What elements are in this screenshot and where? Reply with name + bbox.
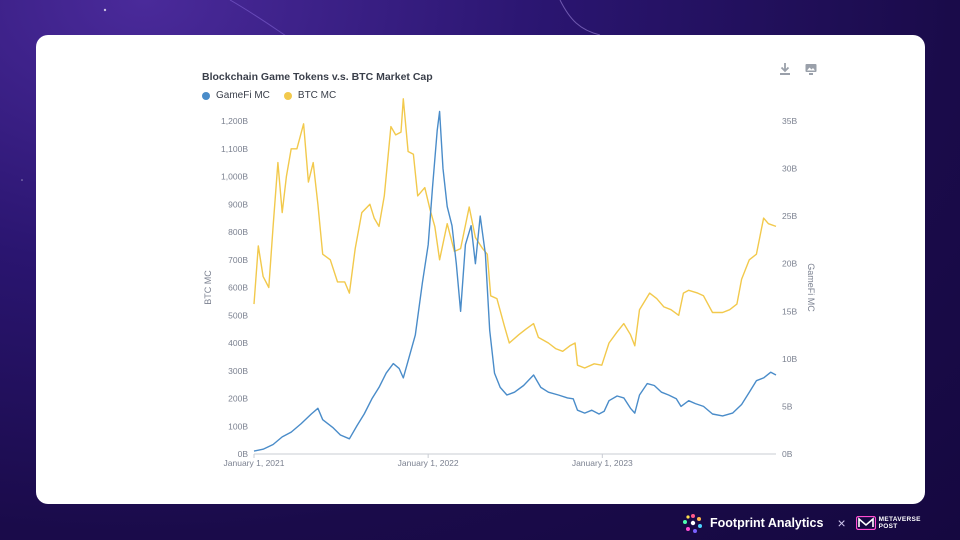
separator-times: × <box>837 515 846 531</box>
metaverse-post-logo: METAVERSE POST <box>855 516 921 530</box>
y-right-tick-label: 15B <box>782 306 797 316</box>
y-right-tick-label: 35B <box>782 116 797 126</box>
y-left-tick-label: 600B <box>228 283 248 293</box>
y-left-tick-label: 0B <box>238 449 249 459</box>
image-icon[interactable] <box>804 62 818 76</box>
legend-item-btc[interactable]: BTC MC <box>283 90 337 101</box>
y-right-tick-label: 25B <box>782 211 797 221</box>
series-line-gamefi-mc <box>253 110 777 452</box>
legend-dot-gamefi <box>202 91 210 100</box>
y-right-tick-label: 10B <box>782 354 797 364</box>
x-tick-label: January 1, 2023 <box>572 458 633 468</box>
metaverse-post-line1: METAVERSE <box>878 516 921 523</box>
y-right-tick-label: 30B <box>782 164 797 174</box>
y-left-tick-label: 700B <box>228 255 248 265</box>
y-left-tick-label: 300B <box>228 366 248 376</box>
x-tick-label: January 1, 2022 <box>398 458 459 468</box>
x-tick-label: January 1, 2021 <box>224 458 285 468</box>
legend-dot-btc <box>283 91 292 100</box>
metaverse-post-line2: POST <box>878 523 898 530</box>
y-right-tick-label: 20B <box>782 259 797 269</box>
metaverse-post-icon <box>855 516 876 530</box>
y-left-tick-label: 1,200B <box>221 116 248 126</box>
y-right-tick-label: 5B <box>782 401 793 411</box>
legend-label-btc: BTC MC <box>297 90 337 101</box>
y-left-tick-label: 800B <box>228 227 248 237</box>
footer-brands: Footprint Analytics × METAVERSE POST <box>680 512 921 534</box>
y-left-tick-label: 1,100B <box>221 144 248 154</box>
footprint-logo-icon <box>683 514 702 533</box>
y-left-tick-label: 1,000B <box>221 172 248 182</box>
y-left-tick-label: 500B <box>228 310 248 320</box>
y-left-axis-title: BTC MC <box>203 270 213 305</box>
series-line-btc-mc <box>253 98 777 369</box>
chart-card: Blockchain Game Tokens v.s. BTC Market C… <box>36 35 925 504</box>
chart-title: Blockchain Game Tokens v.s. BTC Market C… <box>202 71 433 83</box>
download-icon[interactable] <box>778 62 792 76</box>
legend-item-gamefi[interactable]: GameFi MC <box>202 90 270 101</box>
y-right-axis-title: GameFi MC <box>806 263 816 312</box>
chart-legend: GameFi MC BTC MC <box>202 90 350 101</box>
legend-label-gamefi: GameFi MC <box>216 90 270 101</box>
y-left-tick-label: 900B <box>228 199 248 209</box>
footprint-brand-text: Footprint Analytics <box>710 516 824 530</box>
y-left-tick-label: 100B <box>228 421 248 431</box>
chart-plot: January 1, 2021 January 1, 2022 January 1,… <box>203 98 816 468</box>
y-left-tick-label: 200B <box>228 394 248 404</box>
y-left-tick-label: 400B <box>228 338 248 348</box>
y-right-tick-label: 0B <box>782 449 793 459</box>
